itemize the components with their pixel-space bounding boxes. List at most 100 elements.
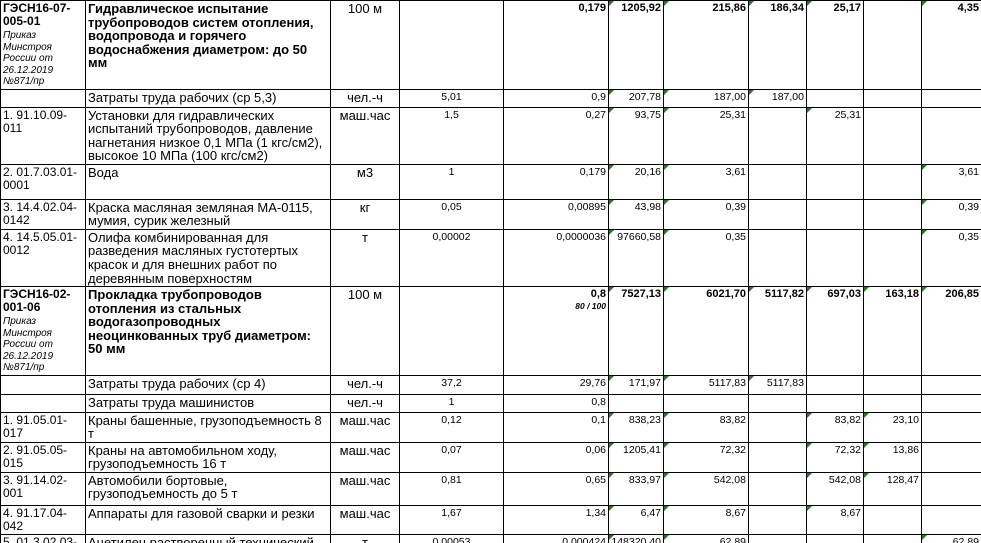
quantity-cell[interactable]: 5,01	[399, 88, 504, 108]
value-cell[interactable]	[748, 393, 807, 413]
value-cell[interactable]: 697,03	[806, 286, 864, 376]
description-cell[interactable]: Краны башенные, грузоподъемность 8 т	[85, 411, 331, 443]
value-cell[interactable]: 215,86	[663, 0, 749, 90]
value-cell[interactable]	[608, 393, 664, 413]
value-cell[interactable]	[863, 504, 922, 536]
value-cell[interactable]: 187,00	[663, 88, 749, 108]
value-cell[interactable]	[863, 88, 922, 108]
value-cell[interactable]	[921, 471, 981, 506]
code-cell[interactable]	[0, 393, 86, 413]
value-cell[interactable]: 8,67	[663, 504, 749, 536]
value-cell[interactable]	[921, 88, 981, 108]
quantity-cell[interactable]: 0,81	[399, 471, 504, 506]
value-cell[interactable]	[663, 393, 749, 413]
value-cell[interactable]: 833,97	[608, 471, 664, 506]
value-cell[interactable]: 72,32	[806, 441, 864, 473]
value-cell[interactable]: 8,67	[806, 504, 864, 536]
unit-cell[interactable]: т	[330, 228, 400, 288]
value-cell[interactable]: 29,76	[503, 374, 609, 395]
value-cell[interactable]: 0,179	[503, 163, 609, 200]
code-cell[interactable]: 2. 91.05.05-015	[0, 441, 86, 473]
description-cell[interactable]: Затраты труда рабочих (ср 5,3)	[85, 88, 331, 108]
value-cell[interactable]: 0,27	[503, 106, 609, 165]
value-cell[interactable]: 0,8	[503, 393, 609, 413]
value-cell[interactable]: 171,97	[608, 374, 664, 395]
value-cell[interactable]: 0,9	[503, 88, 609, 108]
value-cell[interactable]: 4,35	[921, 0, 981, 90]
code-cell[interactable]	[0, 374, 86, 395]
value-cell[interactable]	[921, 504, 981, 536]
value-cell[interactable]: 62,89	[921, 534, 981, 543]
value-cell[interactable]: 186,34	[748, 0, 807, 90]
quantity-cell[interactable]	[399, 286, 504, 376]
value-cell[interactable]	[863, 198, 922, 230]
value-cell[interactable]: 6,47	[608, 504, 664, 536]
value-cell[interactable]	[806, 228, 864, 288]
quantity-cell[interactable]: 1	[399, 393, 504, 413]
value-cell[interactable]: 1,34	[503, 504, 609, 536]
quantity-cell[interactable]: 0,12	[399, 411, 504, 443]
value-cell[interactable]: 83,82	[806, 411, 864, 443]
quantity-cell[interactable]: 1,5	[399, 106, 504, 165]
value-cell[interactable]	[863, 393, 922, 413]
unit-cell[interactable]: чел.-ч	[330, 374, 400, 395]
unit-cell[interactable]: кг	[330, 198, 400, 230]
unit-cell[interactable]: маш.час	[330, 441, 400, 473]
unit-cell[interactable]: маш.час	[330, 411, 400, 443]
value-cell[interactable]: 0,000424	[503, 534, 609, 543]
value-cell[interactable]: 6021,70	[663, 286, 749, 376]
value-cell[interactable]: 43,98	[608, 198, 664, 230]
value-cell[interactable]: 206,85	[921, 286, 981, 376]
description-cell[interactable]: Ацетилен растворенный технический, марка…	[85, 534, 331, 543]
quantity-cell[interactable]: 1	[399, 163, 504, 200]
value-cell[interactable]: 128,47	[863, 471, 922, 506]
description-cell[interactable]: Краска масляная земляная МА-0115, мумия,…	[85, 198, 331, 230]
code-cell[interactable]: ГЭСН16-07-005-01 Приказ Минстроя России о…	[0, 0, 86, 90]
value-cell[interactable]: 0,0000036	[503, 228, 609, 288]
value-cell[interactable]	[863, 106, 922, 165]
value-cell[interactable]: 93,75	[608, 106, 664, 165]
value-cell[interactable]: 542,08	[806, 471, 864, 506]
code-cell[interactable]: 4. 91.17.04-042	[0, 504, 86, 536]
description-cell[interactable]: Гидравлическое испытание трубопроводов с…	[85, 0, 331, 90]
value-cell[interactable]: 0,00895	[503, 198, 609, 230]
value-cell[interactable]	[806, 374, 864, 395]
code-cell[interactable]: 5. 01.3.02.03-0012	[0, 534, 86, 543]
description-cell[interactable]: Прокладка трубопроводов отопления из ста…	[85, 286, 331, 376]
value-cell[interactable]: 0,39	[921, 198, 981, 230]
value-cell[interactable]	[921, 411, 981, 443]
value-cell[interactable]: 163,18	[863, 286, 922, 376]
description-cell[interactable]: Вода	[85, 163, 331, 200]
value-cell[interactable]: 7527,13	[608, 286, 664, 376]
quantity-cell[interactable]	[399, 0, 504, 90]
value-cell[interactable]: 0,35	[921, 228, 981, 288]
value-cell[interactable]: 207,78	[608, 88, 664, 108]
value-cell[interactable]	[806, 163, 864, 200]
value-cell[interactable]: 97660,58	[608, 228, 664, 288]
code-cell[interactable]	[0, 88, 86, 108]
value-cell[interactable]	[863, 228, 922, 288]
description-cell[interactable]: Аппараты для газовой сварки и резки	[85, 504, 331, 536]
value-cell[interactable]	[748, 471, 807, 506]
quantity-cell[interactable]: 37,2	[399, 374, 504, 395]
value-cell[interactable]: 25,31	[806, 106, 864, 165]
value-cell[interactable]	[921, 374, 981, 395]
value-cell[interactable]	[748, 228, 807, 288]
value-cell[interactable]	[863, 534, 922, 543]
code-cell[interactable]: 3. 91.14.02-001	[0, 471, 86, 506]
value-cell[interactable]	[748, 198, 807, 230]
value-cell[interactable]	[921, 106, 981, 165]
value-cell[interactable]: 25,17	[806, 0, 864, 90]
value-cell[interactable]: 0,8 80 / 100	[503, 286, 609, 376]
value-cell[interactable]: 3,61	[663, 163, 749, 200]
code-cell[interactable]: 1. 91.05.01-017	[0, 411, 86, 443]
value-cell[interactable]	[863, 374, 922, 395]
code-cell[interactable]: ГЭСН16-02-001-06 Приказ Минстроя России о…	[0, 286, 86, 376]
value-cell[interactable]: 1205,92	[608, 0, 664, 90]
value-cell[interactable]	[748, 163, 807, 200]
unit-cell[interactable]: чел.-ч	[330, 88, 400, 108]
value-cell[interactable]: 187,00	[748, 88, 807, 108]
value-cell[interactable]: 83,82	[663, 411, 749, 443]
value-cell[interactable]: 3,61	[921, 163, 981, 200]
value-cell[interactable]: 62,89	[663, 534, 749, 543]
